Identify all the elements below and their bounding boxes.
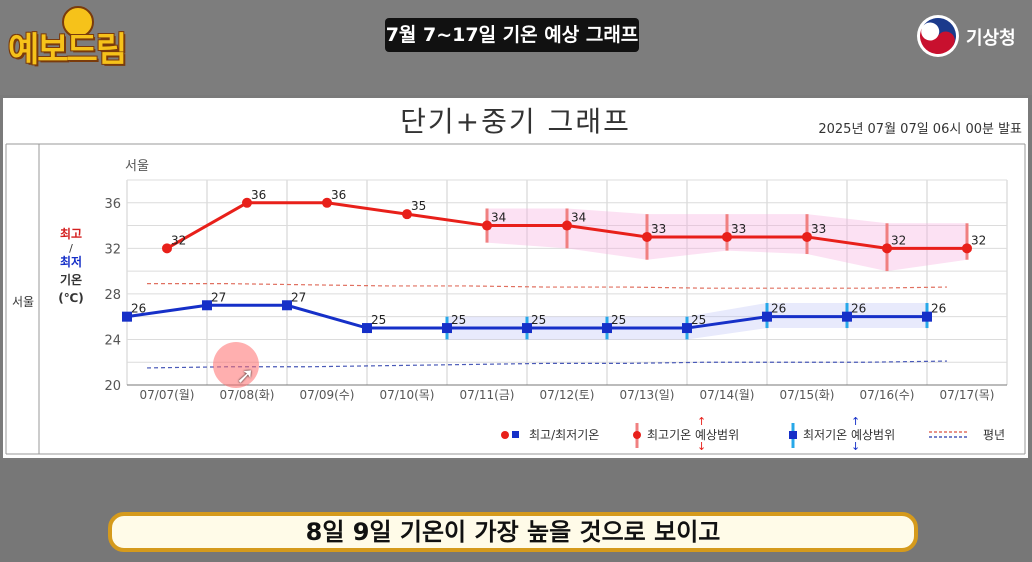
legend-item-normal: 평년: [983, 428, 1005, 442]
min-temp-label: 26: [851, 302, 866, 316]
max-temp-label: 34: [491, 211, 506, 225]
max-temp-point: [802, 231, 812, 242]
side-label-slash: /: [69, 242, 73, 255]
y-tick-label: 24: [104, 333, 121, 348]
max-temp-label: 33: [811, 222, 826, 236]
x-tick-label: 07/10(목): [380, 388, 435, 402]
min-temp-point: [122, 311, 132, 322]
legend-down-arrow-icon: ↓: [697, 440, 706, 453]
max-temp-label: 36: [331, 188, 346, 202]
max-temp-point: [882, 243, 892, 254]
logo-ball-icon: [62, 6, 94, 38]
min-temp-label: 25: [691, 313, 706, 327]
max-temp-label: 32: [891, 233, 906, 247]
legend-min-marker: [512, 431, 519, 438]
x-tick-label: 07/11(금): [460, 388, 515, 402]
chart-title: 단기+중기 그래프: [400, 105, 631, 138]
min-temp-point: [602, 323, 612, 334]
min-temp-point: [842, 311, 852, 322]
min-temp-label: 26: [771, 302, 786, 316]
min-temp-label: 26: [131, 302, 146, 316]
side-label-unit: (℃): [58, 291, 84, 305]
y-tick-label: 20: [104, 379, 121, 394]
normal-min-line: [146, 360, 948, 369]
min-temp-point: [362, 323, 372, 334]
min-temp-label: 25: [611, 313, 626, 327]
chart-subtitle: 서울: [125, 159, 149, 174]
legend-item-maxmin: 최고/최저기온: [529, 428, 599, 442]
x-tick-label: 07/13(일): [620, 388, 675, 402]
max-temp-label: 36: [251, 188, 266, 202]
max-temp-label: 33: [651, 222, 666, 236]
x-tick-label: 07/07(월): [140, 388, 195, 402]
taegeuk-icon: [917, 15, 959, 57]
min-temp-point: [762, 311, 772, 322]
y-tick-label: 32: [104, 242, 121, 257]
min-temp-label: 25: [371, 313, 386, 327]
max-temp-point: [322, 197, 332, 208]
legend-min-up-arrow-icon: ↑: [851, 415, 860, 428]
min-temp-point: [922, 311, 932, 322]
min-temp-point: [282, 300, 292, 311]
click-highlight: [213, 342, 259, 388]
legend-item-min-range: 최저기온 예상범위: [803, 428, 895, 442]
min-temp-point: [442, 323, 452, 334]
normal-max-line: [147, 283, 948, 289]
max-temp-point: [962, 243, 972, 254]
row-label: 서울: [12, 295, 34, 309]
legend-max-marker: [501, 431, 509, 439]
mouse-cursor-icon: ➚: [236, 364, 255, 389]
agency-logo: 기상청: [916, 14, 1026, 58]
subtitle-caption: 8일 9일 기온이 가장 높을 것으로 보이고: [108, 512, 918, 552]
issue-time: 2025년 07월 07일 06시 00분 발표: [818, 122, 1022, 137]
max-temp-label: 34: [571, 211, 586, 225]
x-tick-label: 07/17(목): [940, 388, 995, 402]
legend-min-range-marker: [789, 431, 797, 439]
chart-frame: [5, 143, 1026, 455]
max-temp-point: [402, 209, 412, 220]
min-temp-point: [202, 300, 212, 311]
min-temp-label: 27: [291, 290, 306, 304]
min-temp-point: [522, 323, 532, 334]
x-tick-label: 07/15(화): [780, 388, 835, 402]
max-temp-label: 33: [731, 222, 746, 236]
x-tick-label: 07/09(수): [300, 388, 355, 402]
legend-item-max-range: 최고기온 예상범위: [647, 428, 739, 442]
video-title: 7월 7~17일 기온 예상 그래프: [385, 18, 639, 52]
max-temp-label: 32: [171, 233, 186, 247]
side-label-max: 최고: [60, 226, 82, 241]
x-tick-label: 07/12(토): [540, 388, 595, 402]
agency-name: 기상청: [966, 28, 1016, 49]
max-temp-point: [562, 220, 572, 231]
program-logo: 예보드림: [2, 6, 152, 70]
max-temp-point: [482, 220, 492, 231]
min-temp-point: [682, 323, 692, 334]
max-temp-label: 32: [971, 233, 986, 247]
max-temp-point: [722, 231, 732, 242]
min-temp-label: 25: [451, 313, 466, 327]
side-label-min: 최저: [60, 254, 82, 269]
legend-min-down-arrow-icon: ↓: [851, 440, 860, 453]
legend-max-range-marker: [633, 431, 641, 439]
chart-legend: 최고/최저기온 최고기온 예상범위 ↑ ↓ 최저기온 예상범위 ↑ ↓ 평년: [501, 415, 1005, 453]
y-tick-label: 36: [104, 197, 121, 212]
x-tick-label: 07/16(수): [860, 388, 915, 402]
logo-text: 예보드림: [8, 30, 127, 70]
max-temp-point: [642, 231, 652, 242]
x-tick-label: 07/14(월): [700, 388, 755, 402]
legend-up-arrow-icon: ↑: [697, 415, 706, 428]
side-label-temp: 기온: [60, 272, 82, 287]
min-temp-label: 27: [211, 290, 226, 304]
x-tick-label: 07/08(화): [220, 388, 275, 402]
max-temp-label: 35: [411, 199, 426, 213]
min-temp-label: 26: [931, 302, 946, 316]
chart-panel: 단기+중기 그래프 2025년 07월 07일 06시 00분 발표 서울 최고…: [3, 98, 1028, 458]
max-temp-point: [242, 197, 252, 208]
min-temp-label: 25: [531, 313, 546, 327]
y-tick-label: 28: [104, 288, 121, 303]
temperature-chart: 서울 최고 / 최저 기온 (℃) 서울 20 24 28 32 36 07/07(월) 0…: [5, 143, 1026, 455]
max-temp-point: [162, 243, 172, 254]
